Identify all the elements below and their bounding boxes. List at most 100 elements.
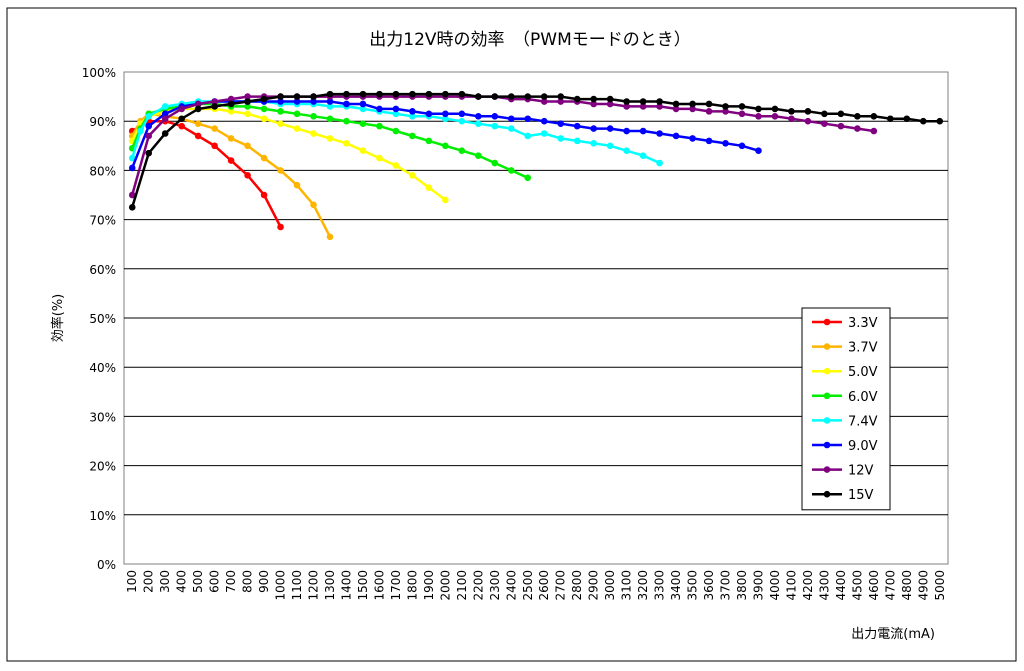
data-point: [722, 140, 729, 147]
data-point: [606, 95, 614, 103]
data-point: [425, 90, 433, 98]
x-tick-label: 500: [191, 570, 205, 593]
x-tick-label: 2400: [504, 570, 518, 601]
x-tick-label: 1000: [274, 570, 288, 601]
data-point: [722, 108, 729, 115]
data-point: [310, 93, 317, 100]
data-point: [343, 100, 350, 108]
data-point: [491, 93, 499, 100]
data-point: [194, 100, 202, 108]
data-point: [689, 100, 696, 108]
legend-label: 5.0V: [848, 365, 878, 380]
data-point: [606, 125, 614, 132]
data-point: [540, 93, 548, 100]
x-tick-label: 1400: [339, 570, 353, 601]
legend-item: 6.0V: [812, 390, 878, 405]
legend-swatch-marker: [823, 490, 831, 498]
legend-item: 3.3V: [812, 316, 878, 331]
data-point: [128, 204, 136, 211]
data-point: [788, 115, 795, 123]
data-point: [573, 137, 581, 145]
y-tick-label: 60%: [89, 263, 116, 277]
data-point: [442, 110, 449, 118]
x-tick-label: 2100: [455, 570, 469, 601]
data-point: [227, 135, 235, 142]
data-point: [639, 152, 647, 159]
legend-swatch-marker: [823, 466, 831, 473]
legend-box: [801, 307, 891, 511]
data-point: [590, 95, 597, 103]
legend-label: 7.4V: [848, 414, 878, 429]
x-tick-label: 300: [158, 570, 172, 593]
x-tick-label: 2800: [570, 570, 584, 601]
x-tick-label: 3300: [653, 570, 667, 601]
data-point: [310, 201, 317, 209]
data-point: [392, 162, 400, 169]
x-tick-label: 100: [125, 570, 139, 593]
data-point: [573, 95, 581, 103]
data-point: [244, 110, 251, 118]
x-tick-label: 3800: [735, 570, 749, 601]
data-point: [194, 132, 202, 140]
data-point: [260, 95, 268, 103]
data-point: [392, 105, 400, 113]
data-point: [227, 95, 235, 103]
x-tick-label: 4500: [850, 570, 864, 601]
y-tick-label: 90%: [89, 115, 116, 129]
x-tick-label: 5000: [933, 570, 947, 601]
y-tick-label: 10%: [89, 509, 116, 523]
data-point: [392, 90, 400, 98]
data-point: [376, 90, 383, 98]
legend-item: 9.0V: [812, 439, 878, 454]
data-point: [672, 132, 680, 140]
legend: 3.3V 3.7V 5.0V 6.0V 7.4V 9.0V 12V 15V: [801, 307, 891, 511]
data-point: [359, 147, 367, 155]
data-point: [573, 122, 581, 130]
legend-swatch-marker: [823, 318, 831, 326]
data-point: [936, 117, 944, 125]
data-point: [293, 93, 301, 100]
data-point: [672, 100, 680, 108]
x-tick-label: 2900: [587, 570, 601, 601]
data-point: [870, 112, 878, 120]
data-point: [326, 115, 334, 123]
x-tick-label: 3100: [620, 570, 634, 601]
data-point: [755, 105, 762, 113]
data-point: [227, 100, 235, 108]
data-point: [475, 152, 482, 159]
data-point: [524, 93, 532, 100]
data-point: [557, 98, 565, 105]
data-point: [409, 108, 416, 115]
data-point: [260, 115, 268, 123]
data-point: [343, 117, 350, 125]
legend-swatch-marker: [823, 441, 831, 449]
data-point: [722, 103, 729, 110]
x-tick-label: 3600: [702, 570, 716, 601]
data-point: [738, 142, 746, 150]
data-point: [606, 100, 614, 108]
legend-item: 3.7V: [812, 341, 878, 356]
data-point: [738, 103, 746, 110]
legend-swatch-marker: [823, 367, 831, 375]
data-point: [507, 93, 515, 100]
data-point: [211, 103, 218, 110]
y-axis-label: 効率(%): [50, 294, 66, 343]
y-tick-label: 0%: [97, 558, 116, 572]
legend-swatch-marker: [823, 343, 831, 350]
legend-label: 9.0V: [848, 439, 878, 454]
data-point: [326, 135, 334, 142]
data-point: [277, 223, 284, 231]
y-tick-label: 20%: [89, 460, 116, 474]
data-point: [821, 110, 828, 118]
data-point: [326, 90, 334, 98]
x-tick-label: 600: [208, 570, 222, 593]
data-point: [326, 233, 334, 241]
data-point: [870, 127, 878, 135]
x-axis-tick-labels: 100 200 300 400 500 600 700 800 900 1000 1100 1200 1…: [125, 570, 947, 601]
data-point: [310, 112, 317, 120]
data-point: [672, 105, 680, 113]
data-point: [656, 98, 663, 105]
x-tick-label: 800: [241, 570, 255, 593]
legend-item: 7.4V: [812, 414, 878, 429]
legend-swatch-marker: [823, 417, 831, 424]
